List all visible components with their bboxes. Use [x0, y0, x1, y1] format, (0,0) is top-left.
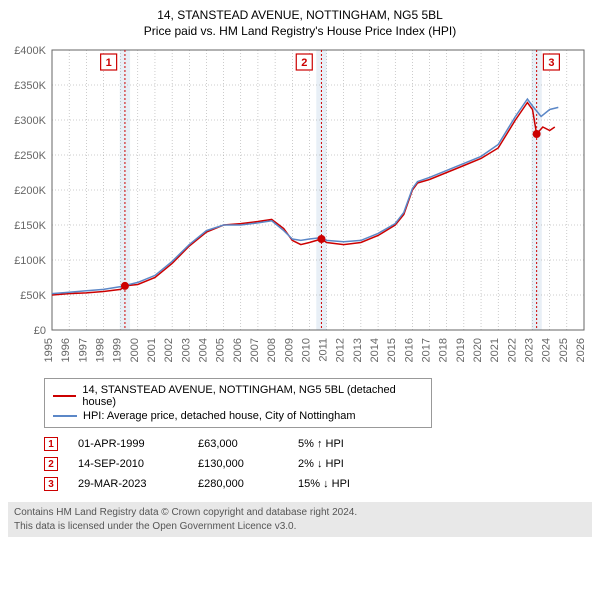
chart-title: 14, STANSTEAD AVENUE, NOTTINGHAM, NG5 5B… — [8, 8, 592, 22]
price-chart: £0 £50K £100K £150K £200K £250K £300K £350K £400… — [8, 42, 592, 372]
svg-text:2014: 2014 — [369, 338, 381, 362]
sale-diff: 15% ↓ HPI — [298, 478, 398, 490]
svg-text:2017: 2017 — [421, 338, 433, 362]
sale-marker: 1 — [44, 437, 58, 451]
svg-text:1995: 1995 — [43, 338, 55, 362]
svg-text:£300K: £300K — [14, 115, 46, 127]
sale-diff: 2% ↓ HPI — [298, 458, 398, 470]
svg-text:2020: 2020 — [472, 338, 484, 362]
sale-marker: 3 — [44, 477, 58, 491]
footer-line-1: Contains HM Land Registry data © Crown c… — [14, 506, 586, 520]
legend-item: HPI: Average price, detached house, City… — [53, 409, 423, 423]
sale-date: 01-APR-1999 — [78, 438, 178, 450]
svg-text:£0: £0 — [34, 325, 46, 337]
svg-text:2013: 2013 — [352, 338, 364, 362]
sale-price: £280,000 — [198, 478, 278, 490]
sale-price: £130,000 — [198, 458, 278, 470]
legend-item: 14, STANSTEAD AVENUE, NOTTINGHAM, NG5 5B… — [53, 383, 423, 409]
legend-label: 14, STANSTEAD AVENUE, NOTTINGHAM, NG5 5B… — [82, 384, 423, 408]
svg-text:2000: 2000 — [129, 338, 141, 362]
svg-text:2003: 2003 — [180, 338, 192, 362]
svg-text:3: 3 — [548, 57, 554, 69]
svg-text:2004: 2004 — [197, 338, 209, 362]
chart-subtitle: Price paid vs. HM Land Registry's House … — [8, 24, 592, 38]
svg-text:2007: 2007 — [249, 338, 261, 362]
svg-text:2008: 2008 — [266, 338, 278, 362]
legend: 14, STANSTEAD AVENUE, NOTTINGHAM, NG5 5B… — [44, 378, 432, 428]
svg-text:2009: 2009 — [283, 338, 295, 362]
svg-text:2015: 2015 — [386, 338, 398, 362]
svg-text:1998: 1998 — [94, 338, 106, 362]
svg-text:£50K: £50K — [20, 290, 46, 302]
sale-row: 1 01-APR-1999 £63,000 5% ↑ HPI — [44, 434, 592, 454]
svg-text:£200K: £200K — [14, 185, 46, 197]
sale-marker: 2 — [44, 457, 58, 471]
legend-swatch — [53, 415, 77, 417]
sale-diff: 5% ↑ HPI — [298, 438, 398, 450]
sale-date: 29-MAR-2023 — [78, 478, 178, 490]
sales-table: 1 01-APR-1999 £63,000 5% ↑ HPI 2 14-SEP-2010 £… — [44, 434, 592, 494]
svg-text:2012: 2012 — [335, 338, 347, 362]
svg-text:2: 2 — [301, 57, 307, 69]
svg-text:1996: 1996 — [60, 338, 72, 362]
sale-row: 2 14-SEP-2010 £130,000 2% ↓ HPI — [44, 454, 592, 474]
svg-text:1: 1 — [106, 57, 112, 69]
svg-text:1999: 1999 — [112, 338, 124, 362]
svg-text:1997: 1997 — [77, 338, 89, 362]
footer-line-2: This data is licensed under the Open Gov… — [14, 520, 586, 534]
sale-date: 14-SEP-2010 — [78, 458, 178, 470]
svg-text:2010: 2010 — [300, 338, 312, 362]
svg-text:£250K: £250K — [14, 150, 46, 162]
svg-text:2002: 2002 — [163, 338, 175, 362]
svg-text:2019: 2019 — [455, 338, 467, 362]
svg-text:£400K: £400K — [14, 45, 46, 57]
svg-text:2025: 2025 — [558, 338, 570, 362]
svg-text:2023: 2023 — [524, 338, 536, 362]
svg-text:£350K: £350K — [14, 80, 46, 92]
svg-text:£100K: £100K — [14, 255, 46, 267]
svg-text:2001: 2001 — [146, 338, 158, 362]
svg-text:2022: 2022 — [506, 338, 518, 362]
chart-container: £0 £50K £100K £150K £200K £250K £300K £350K £400… — [8, 42, 592, 372]
legend-swatch — [53, 395, 76, 397]
svg-text:2006: 2006 — [232, 338, 244, 362]
svg-text:2018: 2018 — [438, 338, 450, 362]
sale-row: 3 29-MAR-2023 £280,000 15% ↓ HPI — [44, 474, 592, 494]
chart-title-block: 14, STANSTEAD AVENUE, NOTTINGHAM, NG5 5B… — [8, 8, 592, 38]
svg-text:2011: 2011 — [318, 338, 330, 362]
svg-text:2016: 2016 — [403, 338, 415, 362]
svg-text:£150K: £150K — [14, 220, 46, 232]
footer-attribution: Contains HM Land Registry data © Crown c… — [8, 502, 592, 537]
svg-text:2024: 2024 — [541, 338, 553, 362]
svg-text:2026: 2026 — [575, 338, 587, 362]
sale-price: £63,000 — [198, 438, 278, 450]
svg-text:2005: 2005 — [215, 338, 227, 362]
svg-text:2021: 2021 — [489, 338, 501, 362]
legend-label: HPI: Average price, detached house, City… — [83, 410, 356, 422]
